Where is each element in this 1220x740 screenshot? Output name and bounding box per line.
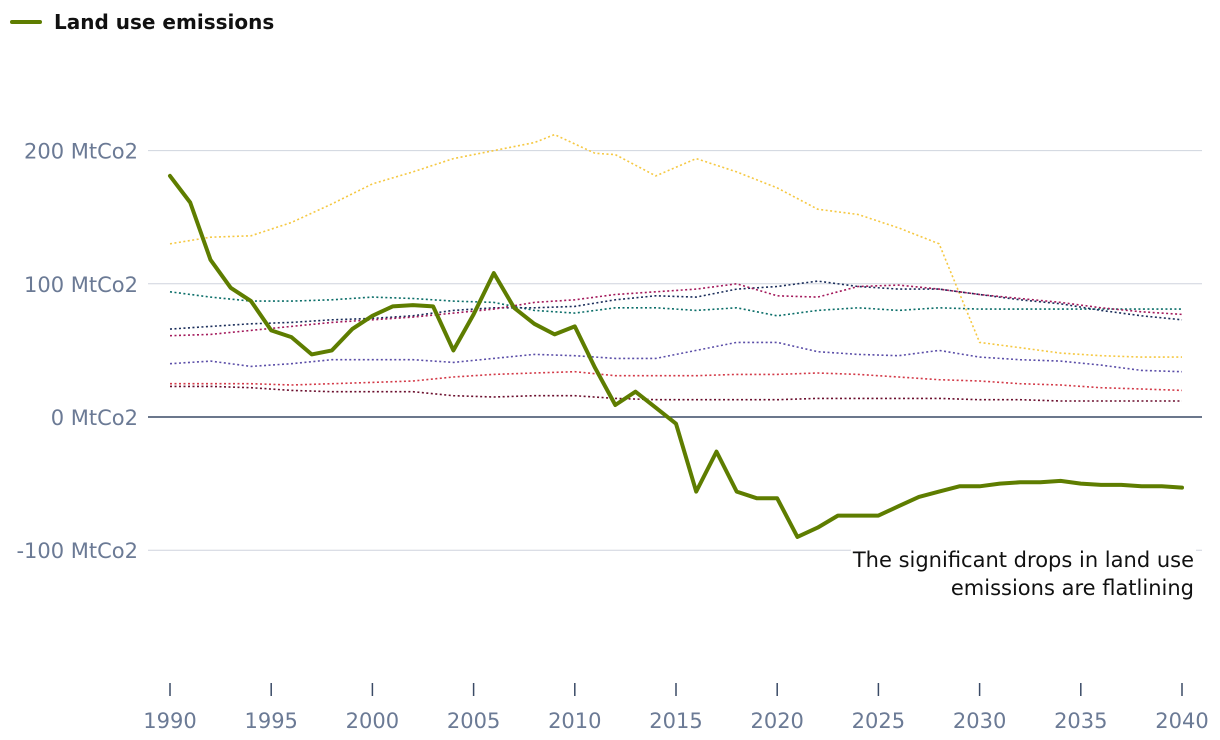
y-axis-labels: 200 MtCo2 100 MtCo2 0 MtCo2 -100 MtCo2 [16, 140, 138, 564]
x-tick-label: 2000 [346, 709, 399, 733]
legend-label: Land use emissions [54, 10, 275, 34]
y-tick-label: 0 MtCo2 [51, 406, 138, 430]
x-tick-label: 1995 [244, 709, 297, 733]
x-axis: 1990 1995 2000 2005 2010 2015 2020 2025 2030 2035… [143, 683, 1209, 733]
background-series [169, 133, 1183, 402]
series-red [170, 370, 1183, 392]
series-purple [169, 341, 1183, 373]
y-tick-label: -100 MtCo2 [16, 539, 138, 563]
annotation-line-2: emissions are flatlining [950, 576, 1194, 600]
land-use-emissions-line [168, 173, 1184, 539]
series-magenta [169, 282, 1183, 337]
x-tick-label: 2005 [447, 709, 500, 733]
series-maroon [170, 385, 1182, 402]
series-teal [169, 291, 1182, 317]
x-tick-label: 2010 [548, 709, 601, 733]
x-tick-label: 2015 [649, 709, 702, 733]
y-tick-label: 100 MtCo2 [24, 273, 138, 297]
x-tick-label: 2030 [953, 709, 1006, 733]
x-tick-label: 2040 [1155, 709, 1208, 733]
x-tick-label: 2025 [852, 709, 905, 733]
x-tick-label: 1990 [143, 709, 196, 733]
chart-annotation: The significant drops in land use emissi… [850, 546, 1196, 602]
annotation-line-1: The significant drops in land use [852, 548, 1194, 572]
series-yellow [169, 133, 1182, 358]
series-navy [169, 280, 1183, 330]
x-tick-label: 2020 [750, 709, 803, 733]
y-tick-label: 200 MtCo2 [24, 140, 138, 164]
x-tick-label: 2035 [1054, 709, 1107, 733]
land-use-series [168, 173, 1184, 539]
legend: Land use emissions [10, 10, 274, 34]
legend-swatch [10, 20, 42, 24]
